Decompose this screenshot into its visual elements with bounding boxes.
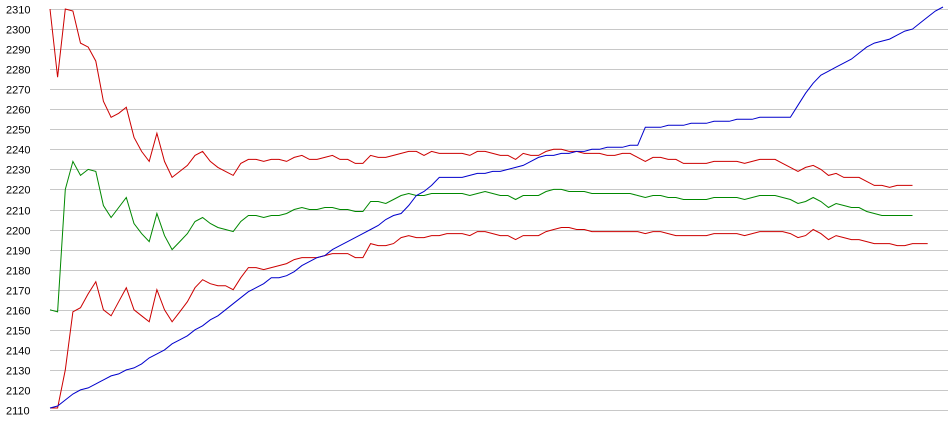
y-tick-label: 2270: [6, 85, 30, 97]
y-tick-label: 2130: [6, 366, 30, 378]
y-tick-label: 2200: [6, 226, 30, 238]
series-lines: [49, 6, 944, 409]
y-tick-label: 2190: [6, 246, 30, 258]
y-tick-label: 2310: [6, 5, 30, 17]
y-tick-label: 2180: [6, 266, 30, 278]
y-tick-label: 2170: [6, 286, 30, 298]
y-tick-label: 2260: [6, 105, 30, 117]
y-tick-label: 2150: [6, 326, 30, 338]
series-line-lower-band: [50, 227, 928, 409]
series-line-price: [49, 6, 944, 409]
y-tick-label: 2210: [6, 206, 30, 218]
y-tick-label: 2280: [6, 65, 30, 77]
y-tick-label: 2240: [6, 145, 30, 157]
series-line-upper-band: [49, 8, 913, 188]
y-tick-label: 2160: [6, 306, 30, 318]
y-tick-label: 2120: [6, 386, 30, 398]
y-tick-label: 2220: [6, 185, 30, 197]
y-tick-label: 2110: [6, 406, 30, 418]
y-tick-label: 2250: [6, 125, 30, 137]
y-tick-label: 2140: [6, 346, 30, 358]
y-tick-label: 2300: [6, 25, 30, 37]
y-axis-labels: 2110 2120 2130 2140 2150 2160 2170 2180 2190 2200…: [6, 5, 30, 418]
y-tick-label: 2290: [6, 45, 30, 57]
y-tick-label: 2230: [6, 165, 30, 177]
grid: [50, 9, 948, 411]
series-line-middle-band: [49, 160, 913, 313]
